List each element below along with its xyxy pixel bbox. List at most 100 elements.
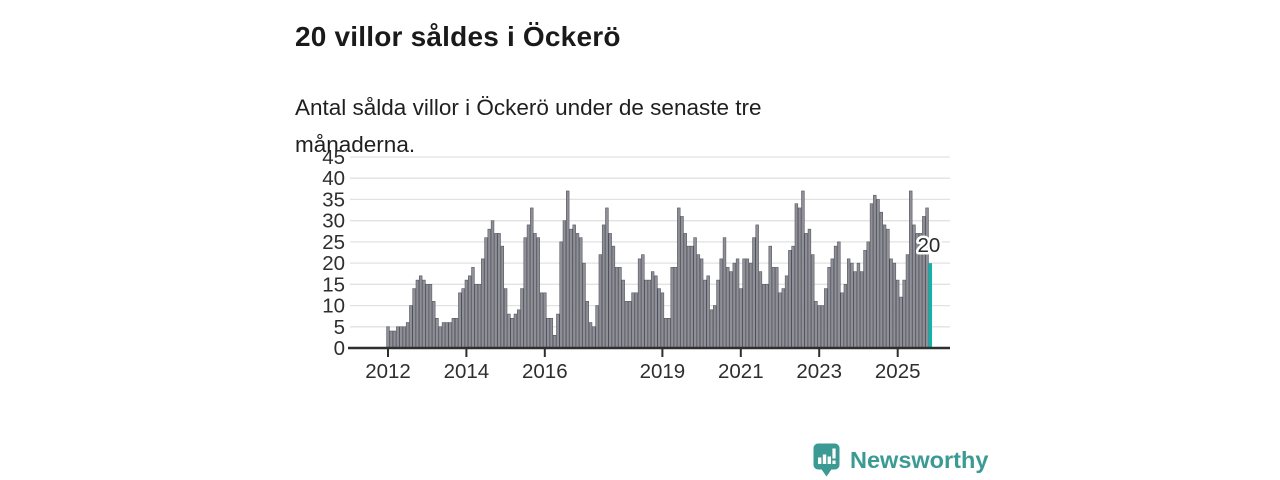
bar-2019-11 <box>693 237 697 349</box>
bar-2022-02 <box>781 288 785 349</box>
bar-2019-08 <box>683 233 687 349</box>
bar-2019-09 <box>686 245 691 349</box>
bar-2017-08 <box>605 207 609 349</box>
bar-2013-04 <box>435 318 439 349</box>
bar-2025-11 <box>928 263 933 348</box>
bar-2018-04 <box>631 292 635 349</box>
last-value-annotation: 20 <box>917 234 940 257</box>
bar-2017-10 <box>611 245 616 349</box>
bar-2022-04 <box>788 250 792 349</box>
bar-2017-11 <box>615 267 619 349</box>
x-tick-label-2016: 2016 <box>522 360 568 383</box>
bar-2016-08 <box>566 190 570 349</box>
bar-2021-12 <box>775 267 779 349</box>
bar-2023-12 <box>853 271 857 349</box>
bar-2012-02 <box>389 330 393 349</box>
bar-2020-03 <box>706 275 710 349</box>
bar-2013-07 <box>445 322 449 349</box>
bar-2014-03 <box>471 267 475 349</box>
bar-2023-02 <box>820 305 825 349</box>
x-axis-labels: 2012 2014 2016 2019 2021 2023 2025 <box>365 349 921 383</box>
bar-2022-07 <box>797 207 802 349</box>
bar-2016-10 <box>572 224 576 349</box>
bar-2025-03 <box>902 279 906 349</box>
bar-2021-04 <box>748 262 753 349</box>
bar-2020-06 <box>716 279 720 349</box>
bar-2019-10 <box>690 245 694 349</box>
bar-2015-03 <box>510 318 514 349</box>
bar-2023-10 <box>846 258 851 349</box>
x-tick-label-2021: 2021 <box>718 360 764 383</box>
brand-wordmark: Newsworthy <box>850 447 989 473</box>
bar-2022-06 <box>794 203 799 349</box>
bar-2022-05 <box>791 245 795 349</box>
bar-2019-01 <box>660 292 665 349</box>
bar-2021-08 <box>762 284 766 349</box>
bar-2015-07 <box>523 237 527 349</box>
bar-2024-12 <box>892 262 897 349</box>
bar-2017-12 <box>618 267 622 349</box>
x-tick-label-2019: 2019 <box>640 360 686 383</box>
bar-2023-06 <box>833 245 838 349</box>
y-tick-label-35: 35 <box>322 188 345 211</box>
bar-2016-01 <box>543 292 547 349</box>
bar-2014-07 <box>484 237 488 349</box>
bar-2014-04 <box>474 284 478 349</box>
bar-2014-06 <box>481 258 485 349</box>
bar-2016-09 <box>569 228 573 349</box>
bar-2025-01 <box>895 279 900 349</box>
bar-2024-09 <box>882 224 887 349</box>
logo-exclamation-stem <box>832 448 836 459</box>
bar-2024-11 <box>889 258 893 349</box>
bar-2021-03 <box>745 258 750 349</box>
bar-2021-07 <box>758 271 763 349</box>
x-tick-label-2014: 2014 <box>444 360 490 383</box>
bar-2020-11 <box>732 262 736 349</box>
bar-2018-06 <box>637 258 642 349</box>
y-tick-label-15: 15 <box>322 273 345 296</box>
logo-bar-2 <box>822 454 827 464</box>
bar-2022-09 <box>804 233 808 349</box>
bar-2013-09 <box>451 318 456 349</box>
bar-2015-05 <box>517 309 521 349</box>
bar-2019-05 <box>673 267 678 349</box>
bar-2021-05 <box>752 237 756 349</box>
speech-bubble-shape <box>813 443 840 477</box>
bar-2016-06 <box>559 241 563 349</box>
y-tick-label-40: 40 <box>322 167 345 190</box>
bar-2019-12 <box>696 254 701 349</box>
brand-logo: Newsworthy <box>813 443 988 477</box>
bar-2014-10 <box>494 233 498 349</box>
bar-2013-10 <box>454 318 459 349</box>
bar-2016-05 <box>556 313 560 349</box>
bar-2023-09 <box>843 284 848 349</box>
bar-2023-03 <box>824 288 828 349</box>
bar-2025-05 <box>909 190 913 349</box>
bar-2019-07 <box>680 216 684 349</box>
bar-2015-04 <box>513 313 518 349</box>
bar-2017-06 <box>598 254 603 349</box>
bar-2024-08 <box>879 211 883 349</box>
bar-2020-07 <box>719 258 723 349</box>
bar-2023-01 <box>817 305 821 349</box>
bar-2012-05 <box>399 326 403 349</box>
bar-2013-03 <box>432 301 436 349</box>
bar-2018-09 <box>647 279 652 349</box>
bar-2020-02 <box>703 279 707 349</box>
bar-2024-05 <box>869 203 874 349</box>
newsworthy-logo-icon <box>813 443 840 477</box>
y-tick-label-25: 25 <box>322 231 345 254</box>
bar-2025-10 <box>925 207 929 349</box>
logo-exclamation-dot <box>832 460 836 464</box>
y-tick-label-0: 0 <box>334 337 345 360</box>
bar-2018-02 <box>624 301 629 349</box>
bar-2025-06 <box>912 224 916 349</box>
bar-2013-02 <box>428 284 433 349</box>
bar-2019-04 <box>670 267 674 349</box>
y-tick-label-20: 20 <box>322 252 345 275</box>
bar-2021-06 <box>755 224 759 349</box>
bar-2022-12 <box>814 301 818 349</box>
x-tick-label-2023: 2023 <box>796 360 842 383</box>
